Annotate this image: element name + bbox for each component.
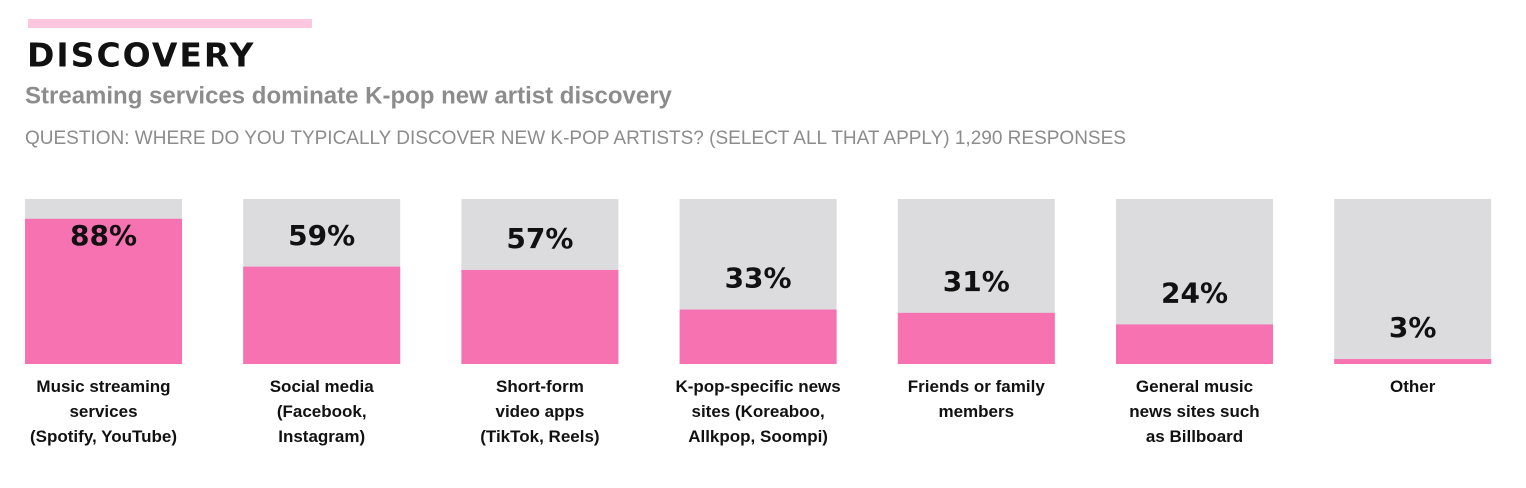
chart-title: DISCOVERY	[27, 36, 255, 75]
x-tick-label: Short-form video apps (TikTok, Reels)	[480, 377, 599, 446]
bar	[1116, 324, 1273, 364]
bar-background	[1334, 199, 1492, 364]
x-tick-label: K-pop-specific news sites (Koreaboo, Allkp…	[675, 377, 840, 446]
x-tick-label: Other	[1390, 377, 1436, 396]
bar	[461, 269, 619, 364]
x-tick-label: Social media (Facebook, Instagram)	[270, 377, 374, 446]
bar	[1334, 359, 1492, 364]
value-label: 59%	[288, 219, 355, 252]
bar	[243, 266, 401, 364]
value-label: 57%	[506, 222, 573, 255]
bar	[897, 312, 1055, 364]
bar	[679, 309, 837, 364]
question: QUESTION: WHERE DO YOU TYPICALLY DISCOVE…	[25, 128, 1126, 149]
value-label: 33%	[725, 262, 792, 295]
bar	[25, 218, 182, 364]
x-tick-label: Friends or family members	[908, 377, 1046, 421]
chart-subtitle: Streaming services dominate K-pop new ar…	[25, 82, 673, 109]
x-tick-label: Music streaming services (Spotify, YouTube…	[30, 377, 177, 446]
value-label: 31%	[943, 265, 1010, 298]
x-tick-label: General music news sites such as Billboard	[1129, 377, 1259, 446]
value-label: 88%	[70, 219, 137, 252]
value-label: 3%	[1389, 311, 1437, 344]
value-label: 24%	[1161, 276, 1228, 309]
header-accent	[28, 19, 312, 28]
